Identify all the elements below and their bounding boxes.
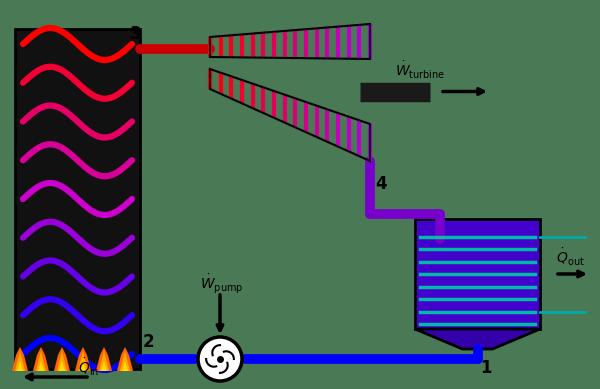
Bar [15, 29, 140, 369]
Polygon shape [12, 347, 28, 371]
Bar [415, 219, 540, 329]
Polygon shape [75, 347, 91, 371]
Text: 3: 3 [130, 25, 142, 43]
Text: 1: 1 [481, 359, 492, 377]
Polygon shape [101, 361, 107, 371]
Polygon shape [15, 351, 25, 371]
Polygon shape [54, 347, 70, 371]
Polygon shape [80, 361, 86, 371]
Polygon shape [59, 361, 65, 371]
Polygon shape [117, 347, 133, 371]
Polygon shape [99, 351, 109, 371]
Polygon shape [38, 361, 44, 371]
Polygon shape [415, 329, 540, 349]
Polygon shape [36, 351, 46, 371]
Polygon shape [33, 347, 49, 371]
Polygon shape [120, 351, 130, 371]
Polygon shape [122, 361, 128, 371]
Text: $\dot{W}_\mathrm{turbine}$: $\dot{W}_\mathrm{turbine}$ [395, 60, 445, 81]
Polygon shape [17, 361, 23, 371]
Text: $\dot{Q}_\mathrm{in}$: $\dot{Q}_\mathrm{in}$ [78, 357, 99, 378]
Polygon shape [57, 351, 67, 371]
Text: $\dot{W}_\mathrm{pump}$: $\dot{W}_\mathrm{pump}$ [200, 272, 244, 295]
Polygon shape [78, 351, 88, 371]
Circle shape [198, 337, 242, 381]
Text: 2: 2 [143, 333, 155, 351]
Polygon shape [96, 347, 112, 371]
Text: 4: 4 [375, 175, 386, 193]
Text: $\dot{Q}_\mathrm{out}$: $\dot{Q}_\mathrm{out}$ [556, 247, 585, 268]
